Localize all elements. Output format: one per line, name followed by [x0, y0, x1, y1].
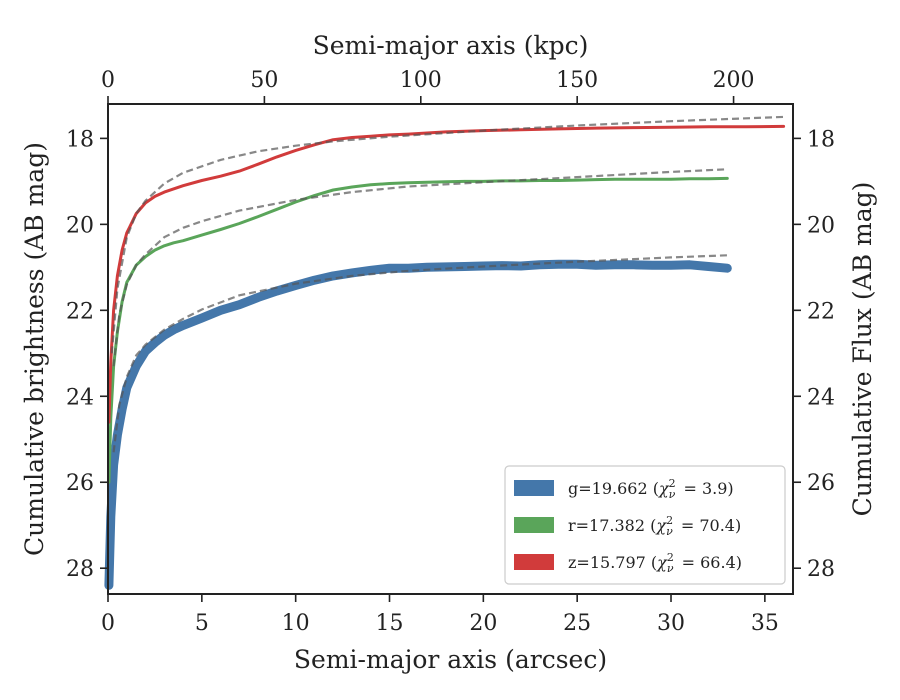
right-y-tick-label: 22 [807, 299, 835, 324]
legend-swatch-g [514, 480, 554, 496]
right-y-tick-label: 26 [807, 471, 835, 496]
legend-swatch-z [514, 554, 554, 570]
top-x-tick-label: 150 [556, 68, 598, 93]
fit-line-r [112, 168, 728, 367]
right-y-tick-label: 24 [807, 385, 835, 410]
series-line-z [107, 124, 786, 424]
y-tick-label: 26 [66, 471, 94, 496]
right-y-tick-label: 18 [807, 127, 835, 152]
top-x-tick-label: 200 [713, 68, 755, 93]
legend-box [504, 465, 786, 585]
axes: 0 5 10 15 20 25 30 35 0 50 100 150 200 18 18 20 20 22 22 24… [20, 31, 877, 674]
legend-label-z: z=15.797 (χ2 ν = 66.4) [568, 551, 742, 575]
y-tick-label: 28 [66, 557, 94, 582]
top-x-tick-label: 100 [400, 68, 442, 93]
fit-line-z [110, 115, 784, 354]
x-tick-label: 10 [282, 611, 310, 636]
series-line-g [104, 259, 732, 590]
legend-label-r: r=17.382 (χ2 ν = 70.4) [568, 514, 741, 538]
top-x-tick-label: 50 [250, 68, 278, 93]
x-tick-label: 30 [657, 611, 685, 636]
x-tick-label: 0 [101, 611, 115, 636]
right-y-tick-label: 20 [807, 213, 835, 238]
fit-line-g [112, 254, 728, 453]
x-tick-label: 35 [751, 611, 779, 636]
x-tick-label: 25 [563, 611, 591, 636]
y-axis-label: Cumulative brightness (AB mag) [20, 142, 49, 556]
legend: g=19.662 (χ2 ν = 3.9) r=17.382 (χ2 ν = 70.4… [504, 465, 786, 585]
top-x-axis-label: Semi-major axis (kpc) [313, 31, 589, 60]
y-tick-label: 24 [66, 385, 94, 410]
x-tick-label: 20 [469, 611, 497, 636]
right-y-axis-label: Cumulative Flux (AB mag) [848, 182, 877, 517]
y-tick-label: 18 [66, 127, 94, 152]
y-tick-label: 22 [66, 299, 94, 324]
legend-swatch-r [514, 517, 554, 533]
x-tick-label: 5 [195, 611, 209, 636]
legend-label-g: g=19.662 (χ2 ν = 3.9) [568, 477, 734, 501]
plot-frame [107, 103, 794, 595]
right-y-tick-label: 28 [807, 557, 835, 582]
fit-lines [110, 115, 784, 453]
x-tick-label: 15 [376, 611, 404, 636]
y-tick-label: 20 [66, 213, 94, 238]
x-axis-label: Semi-major axis (arcsec) [294, 645, 607, 674]
top-x-tick-label: 0 [101, 68, 115, 93]
series-line-r [107, 176, 729, 484]
